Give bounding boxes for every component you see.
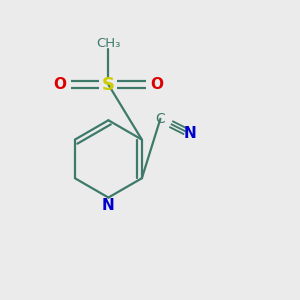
Text: O: O (150, 77, 163, 92)
Text: CH₃: CH₃ (96, 37, 121, 50)
Text: C: C (155, 112, 165, 126)
Text: O: O (54, 77, 67, 92)
Text: S: S (102, 76, 115, 94)
Text: N: N (102, 198, 115, 213)
Text: N: N (184, 126, 196, 141)
